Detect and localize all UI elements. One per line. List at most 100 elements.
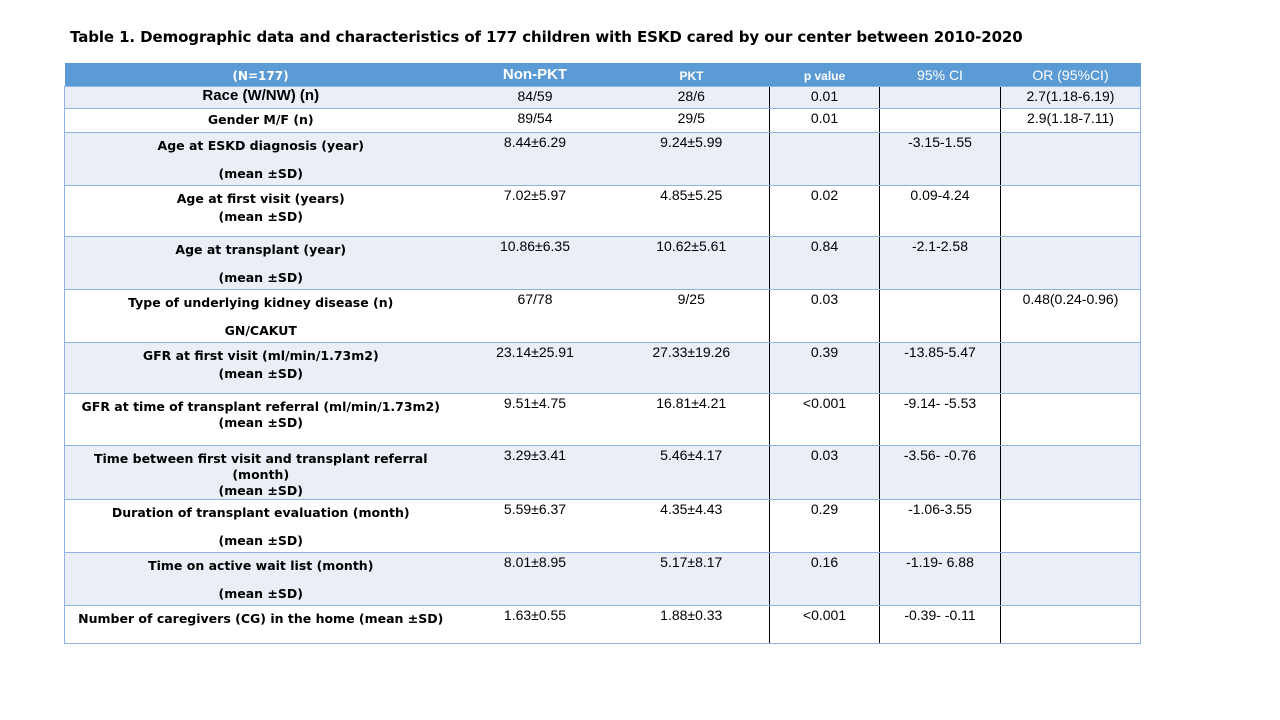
column-header-95-ci: 95% CI	[879, 63, 1001, 87]
column-header-pkt: PKT	[613, 63, 770, 87]
row-label-line1: Age at first visit (years)	[176, 191, 345, 206]
cell-p-value	[769, 132, 880, 186]
cell-odds-ratio: 0.48(0.24-0.96)	[1000, 289, 1141, 343]
cell-p-value: 0.03	[769, 445, 880, 500]
table-row: GFR at time of transplant referral (ml/m…	[64, 393, 1141, 446]
cell-p-value: 0.29	[769, 499, 880, 553]
row-label-line2: GN/CAKUT	[224, 323, 297, 338]
row-label-line2: (mean ±SD)	[218, 166, 303, 181]
cell-non-pkt: 1.63±0.55	[456, 605, 614, 644]
cell-p-value: 0.01	[769, 108, 880, 133]
row-label-line1: Duration of transplant evaluation (month…	[111, 505, 410, 520]
cell-95-ci	[879, 289, 1001, 343]
table-row: Number of caregivers (CG) in the home (m…	[64, 605, 1141, 644]
cell-non-pkt: 23.14±25.91	[456, 342, 614, 394]
column-header-odds-ratio: OR (95%CI)	[1000, 63, 1141, 87]
table-row: Gender M/F (n) 89/54 29/5 0.01 2.9(1.18-…	[64, 108, 1141, 133]
cell-non-pkt: 67/78	[456, 289, 614, 343]
cell-p-value: 0.39	[769, 342, 880, 394]
cell-odds-ratio: 2.7(1.18-6.19)	[1000, 86, 1141, 109]
cell-non-pkt: 8.01±8.95	[456, 552, 614, 606]
column-header-p-value: p value	[769, 63, 880, 87]
cell-odds-ratio	[1000, 342, 1141, 394]
row-label: Gender M/F (n)	[64, 108, 457, 133]
cell-p-value: 0.01	[769, 86, 880, 109]
row-label-line2: (mean ±SD)	[218, 483, 303, 498]
cell-pkt: 4.35±4.43	[613, 499, 770, 553]
cell-pkt: 5.17±8.17	[613, 552, 770, 606]
cell-95-ci: -3.56- -0.76	[879, 445, 1001, 500]
cell-95-ci	[879, 86, 1001, 109]
cell-non-pkt: 8.44±6.29	[456, 132, 614, 186]
cell-pkt: 16.81±4.21	[613, 393, 770, 446]
row-label-line1: Age at transplant (year)	[175, 242, 347, 257]
cell-odds-ratio	[1000, 499, 1141, 553]
cell-non-pkt: 84/59	[456, 86, 614, 109]
table-row: Age at ESKD diagnosis (year) (mean ±SD) 8…	[64, 132, 1141, 186]
cell-p-value: 0.02	[769, 185, 880, 237]
cell-odds-ratio	[1000, 132, 1141, 186]
cell-95-ci	[879, 108, 1001, 133]
row-label-line1: Number of caregivers (CG) in the home (m…	[78, 611, 444, 626]
cell-p-value: <0.001	[769, 393, 880, 446]
table-row: Time between first visit and transplant …	[64, 445, 1141, 500]
row-label: Age at first visit (years) (mean ±SD)	[64, 185, 457, 237]
row-label: Duration of transplant evaluation (month…	[64, 499, 457, 553]
table-row: Time on active wait list (month) (mean ±S…	[64, 552, 1141, 606]
row-label: Number of caregivers (CG) in the home (m…	[64, 605, 457, 644]
row-label-line2: (mean ±SD)	[218, 270, 303, 285]
row-label: Age at transplant (year) (mean ±SD)	[64, 236, 457, 290]
cell-non-pkt: 89/54	[456, 108, 614, 133]
cell-odds-ratio	[1000, 552, 1141, 606]
row-label: Time on active wait list (month) (mean ±S…	[64, 552, 457, 606]
row-label-line1: Type of underlying kidney disease (n)	[128, 295, 394, 310]
row-label-line2: (mean ±SD)	[218, 533, 303, 548]
cell-odds-ratio	[1000, 393, 1141, 446]
row-label-line1: Time between first visit and transplant …	[93, 451, 428, 482]
table-header-row: (N=177) Non-PKT PKT p value 95% CI OR (9…	[64, 63, 1141, 87]
cell-p-value: 0.84	[769, 236, 880, 290]
row-label-line2: (mean ±SD)	[218, 415, 303, 430]
cell-pkt: 29/5	[613, 108, 770, 133]
demographics-table: (N=177) Non-PKT PKT p value 95% CI OR (9…	[64, 63, 1141, 644]
cell-95-ci: -3.15-1.55	[879, 132, 1001, 186]
cell-95-ci: -1.19- 6.88	[879, 552, 1001, 606]
table-row: Duration of transplant evaluation (month…	[64, 499, 1141, 553]
row-label-line1: Gender M/F (n)	[207, 112, 314, 127]
table-row: Age at first visit (years) (mean ±SD) 7.0…	[64, 185, 1141, 237]
cell-95-ci: -9.14- -5.53	[879, 393, 1001, 446]
cell-pkt: 9.24±5.99	[613, 132, 770, 186]
table-row: GFR at first visit (ml/min/1.73m2) (mean …	[64, 342, 1141, 394]
cell-95-ci: -13.85-5.47	[879, 342, 1001, 394]
row-label: GFR at time of transplant referral (ml/m…	[64, 393, 457, 446]
table-row: Type of underlying kidney disease (n) GN/…	[64, 289, 1141, 343]
cell-p-value: <0.001	[769, 605, 880, 644]
row-label-line1: Age at ESKD diagnosis (year)	[157, 138, 364, 153]
cell-odds-ratio: 2.9(1.18-7.11)	[1000, 108, 1141, 133]
cell-pkt: 9/25	[613, 289, 770, 343]
cell-pkt: 10.62±5.61	[613, 236, 770, 290]
cell-p-value: 0.03	[769, 289, 880, 343]
table-row: Race (W/NW) (n) 84/59 28/6 0.01 2.7(1.18…	[64, 86, 1141, 109]
cell-p-value: 0.16	[769, 552, 880, 606]
cell-non-pkt: 9.51±4.75	[456, 393, 614, 446]
cell-pkt: 4.85±5.25	[613, 185, 770, 237]
row-label-line1: Race (W/NW) (n)	[202, 87, 320, 104]
cell-non-pkt: 10.86±6.35	[456, 236, 614, 290]
cell-pkt: 28/6	[613, 86, 770, 109]
row-label: Type of underlying kidney disease (n) GN/…	[64, 289, 457, 343]
row-label: GFR at first visit (ml/min/1.73m2) (mean …	[64, 342, 457, 394]
cell-non-pkt: 7.02±5.97	[456, 185, 614, 237]
cell-odds-ratio	[1000, 445, 1141, 500]
cell-odds-ratio	[1000, 236, 1141, 290]
cell-95-ci: -0.39- -0.11	[879, 605, 1001, 644]
row-label-line2: (mean ±SD)	[218, 209, 303, 224]
cell-pkt: 27.33±19.26	[613, 342, 770, 394]
cell-pkt: 1.88±0.33	[613, 605, 770, 644]
row-label-line1: Time on active wait list (month)	[148, 558, 374, 573]
cell-non-pkt: 3.29±3.41	[456, 445, 614, 500]
cell-95-ci: 0.09-4.24	[879, 185, 1001, 237]
cell-pkt: 5.46±4.17	[613, 445, 770, 500]
row-label-line2: (mean ±SD)	[218, 586, 303, 601]
column-header-n: (N=177)	[64, 63, 457, 87]
